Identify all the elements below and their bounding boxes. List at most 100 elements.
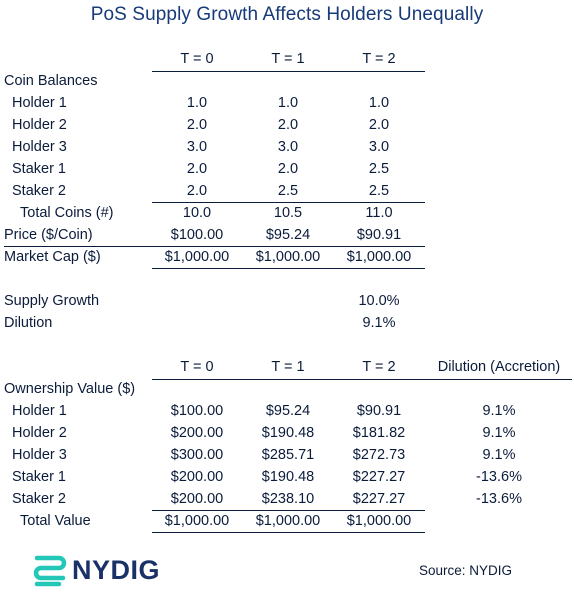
table-cell: $100.00 xyxy=(170,227,224,243)
table-cell: $90.91 xyxy=(356,403,402,419)
row-label: Holder 3 xyxy=(12,139,67,155)
table-cell: $200.00 xyxy=(170,425,224,441)
row-label: Holder 2 xyxy=(12,117,67,133)
table-cell: $300.00 xyxy=(170,447,224,463)
divider xyxy=(4,246,425,247)
row-label: Total Coins (#) xyxy=(20,205,114,221)
row-label: Holder 1 xyxy=(12,403,67,419)
table-cell: 1.0 xyxy=(277,95,299,111)
column-header: T = 1 xyxy=(271,51,305,67)
table-header-row: T = 0 T = 1 T = 2 xyxy=(0,48,574,70)
table-header-row: T = 0 T = 1 T = 2 Dilution (Accretion) xyxy=(0,356,574,378)
table-cell: $100.00 xyxy=(170,403,224,419)
table-row: Holder 1 $100.00 $95.24 $90.91 9.1% xyxy=(0,400,574,422)
row-label: Holder 3 xyxy=(12,447,67,463)
section-label: Coin Balances xyxy=(4,73,98,89)
divider xyxy=(152,71,425,72)
total-coins-row: Total Coins (#) 10.0 10.5 11.0 xyxy=(0,202,574,224)
section-label: Ownership Value ($) xyxy=(4,381,136,397)
table-cell: 10.5 xyxy=(273,205,303,221)
table-cell: $181.82 xyxy=(352,425,406,441)
row-label: Dilution xyxy=(4,315,53,331)
column-header: Dilution (Accretion) xyxy=(437,359,561,375)
table-cell: 2.0 xyxy=(186,183,208,199)
divider xyxy=(152,202,425,203)
table-cell: $1,000.00 xyxy=(164,513,230,529)
table-cell: 2.0 xyxy=(368,117,390,133)
column-header: T = 2 xyxy=(362,51,396,67)
table-cell: $200.00 xyxy=(170,491,224,507)
table-cell: 11.0 xyxy=(365,205,393,221)
divider xyxy=(152,268,425,269)
table-cell: $90.91 xyxy=(356,227,402,243)
table-row: Holder 2 2.0 2.0 2.0 xyxy=(0,114,574,136)
table-row: Staker 1 2.0 2.0 2.5 xyxy=(0,158,574,180)
table-cell: $272.73 xyxy=(352,447,406,463)
column-header: T = 2 xyxy=(362,359,396,375)
table-cell: -13.6% xyxy=(476,491,522,507)
row-label: Total Value xyxy=(20,513,91,529)
section-label-row: Ownership Value ($) xyxy=(0,378,574,400)
table-cell: $1,000.00 xyxy=(255,249,321,265)
table-cell: $1,000.00 xyxy=(255,513,321,529)
supply-growth-value: 10.0% xyxy=(358,293,400,309)
table-cell: $1,000.00 xyxy=(346,249,412,265)
row-label: Staker 1 xyxy=(12,469,66,485)
table-cell: $227.27 xyxy=(352,469,406,485)
table-cell: 2.0 xyxy=(277,117,299,133)
table-cell: 2.5 xyxy=(368,183,390,199)
column-header: T = 1 xyxy=(271,359,305,375)
table-cell: $238.10 xyxy=(261,491,315,507)
table-cell: 2.0 xyxy=(186,161,208,177)
table-cell: $227.27 xyxy=(352,491,406,507)
column-header: T = 0 xyxy=(180,359,214,375)
divider xyxy=(152,532,425,533)
column-header: T = 0 xyxy=(180,51,214,67)
table-cell: -13.6% xyxy=(476,469,522,485)
table-row: Holder 1 1.0 1.0 1.0 xyxy=(0,92,574,114)
table-cell: $285.71 xyxy=(261,447,315,463)
table-cell: 9.1% xyxy=(482,425,516,441)
table-cell: 3.0 xyxy=(277,139,299,155)
row-label: Staker 1 xyxy=(12,161,66,177)
dilution-row: Dilution 9.1% xyxy=(0,312,574,334)
price-row: Price ($/Coin) $100.00 $95.24 $90.91 xyxy=(0,224,574,246)
page-title: PoS Supply Growth Affects Holders Unequa… xyxy=(90,4,484,25)
table-cell: 2.5 xyxy=(277,183,299,199)
table-cell: $95.24 xyxy=(265,403,311,419)
table-cell: 1.0 xyxy=(368,95,390,111)
row-label: Market Cap ($) xyxy=(4,249,101,265)
logo-text: NYDIG xyxy=(72,555,161,585)
row-label: Staker 2 xyxy=(12,183,66,199)
row-label: Price ($/Coin) xyxy=(4,227,93,243)
table-cell: 10.0 xyxy=(182,205,212,221)
supply-growth-row: Supply Growth 10.0% xyxy=(0,290,574,312)
table-cell: 3.0 xyxy=(368,139,390,155)
table-cell: 3.0 xyxy=(186,139,208,155)
table-cell: 9.1% xyxy=(482,403,516,419)
table-row: Holder 2 $200.00 $190.48 $181.82 9.1% xyxy=(0,422,574,444)
table-cell: 2.0 xyxy=(186,117,208,133)
table-cell: 1.0 xyxy=(186,95,208,111)
table-row: Holder 3 3.0 3.0 3.0 xyxy=(0,136,574,158)
total-value-row: Total Value $1,000.00 $1,000.00 $1,000.0… xyxy=(0,510,574,532)
table-cell: $200.00 xyxy=(170,469,224,485)
table-cell: 9.1% xyxy=(482,447,516,463)
dilution-value: 9.1% xyxy=(362,315,396,331)
table-cell: $190.48 xyxy=(261,469,315,485)
row-label: Staker 2 xyxy=(12,491,66,507)
table-cell: $95.24 xyxy=(265,227,311,243)
section-label-row: Coin Balances xyxy=(0,70,574,92)
divider xyxy=(152,510,425,511)
table-cell: $1,000.00 xyxy=(346,513,412,529)
table-row: Staker 2 2.0 2.5 2.5 xyxy=(0,180,574,202)
table-cell: 2.0 xyxy=(277,161,299,177)
table-row: Holder 3 $300.00 $285.71 $272.73 9.1% xyxy=(0,444,574,466)
divider xyxy=(152,379,572,380)
table-cell: $1,000.00 xyxy=(164,249,230,265)
table-row: Staker 2 $200.00 $238.10 $227.27 -13.6% xyxy=(0,488,574,510)
nydig-logo-icon xyxy=(33,555,67,587)
row-label: Holder 2 xyxy=(12,425,67,441)
row-label: Supply Growth xyxy=(4,293,100,309)
table-row: Staker 1 $200.00 $190.48 $227.27 -13.6% xyxy=(0,466,574,488)
